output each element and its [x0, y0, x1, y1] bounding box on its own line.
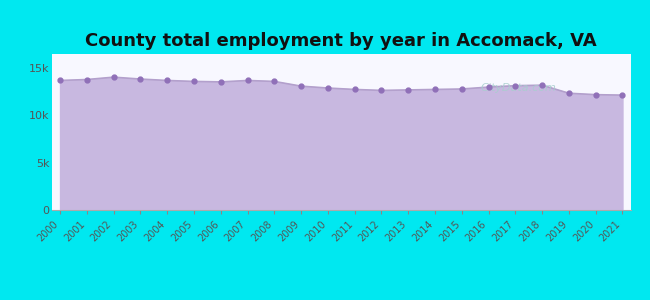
Text: CityData.com: CityData.com — [480, 83, 556, 93]
Title: County total employment by year in Accomack, VA: County total employment by year in Accom… — [85, 32, 597, 50]
